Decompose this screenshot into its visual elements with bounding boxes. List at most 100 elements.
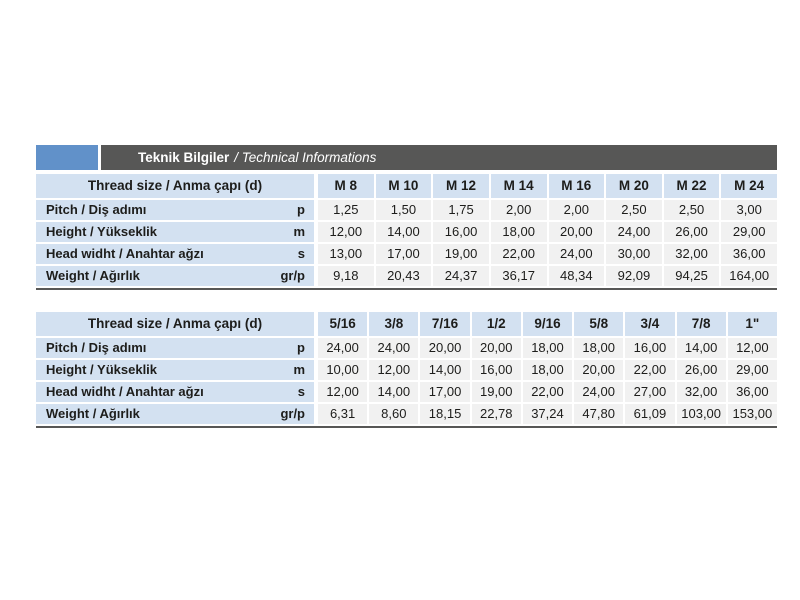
column-header-cell: 5/16 [318,312,368,336]
value-cell: 32,00 [663,244,720,264]
row-symbol: m [293,362,305,377]
value-cell: 20,00 [574,360,624,380]
value-cell: 16,00 [433,222,489,242]
column-header-cell: M 24 [721,174,777,198]
value-cell: 9,18 [318,266,374,286]
row-label: Height / Yükseklik [46,362,158,377]
value-cell: 1,25 [318,200,374,220]
imperial-thread-table: Thread size / Anma çapı (d) 5/16 3/8 7/16 1/… [36,312,777,428]
table-row: Head widht / Anahtar ağzı s 12,00 14,00 17,0… [36,382,777,402]
value-cell: 29,00 [721,222,777,242]
accent-square [36,145,98,170]
row-symbol: m [293,224,305,239]
value-cell: 103,00 [676,404,726,424]
value-cell: 12,00 [727,338,777,358]
value-cell: 18,00 [522,360,573,380]
value-cell: 16,00 [625,338,675,358]
value-cell: 18,00 [490,222,547,242]
value-cell: 13,00 [318,244,374,264]
row-label-cell: Pitch / Diş adımı p [36,338,314,358]
row-symbol: gr/p [280,406,305,421]
value-cell: 94,25 [663,266,720,286]
section-title-english: / Technical Informations [234,150,377,165]
value-cell: 2,50 [663,200,720,220]
value-cell: 16,00 [471,360,521,380]
value-cell: 27,00 [625,382,675,402]
row-label-cell: Head widht / Anahtar ağzı s [36,244,314,264]
column-header-cell: M 10 [375,174,432,198]
value-cell: 36,00 [727,382,777,402]
table-row: Pitch / Diş adımı p 1,25 1,50 1,75 2,00 2,00 2,… [36,200,777,220]
column-header-cell: M 22 [663,174,720,198]
value-cell: 20,00 [548,222,605,242]
value-cell: 12,00 [369,360,419,380]
column-header-cell: M 14 [490,174,547,198]
value-cell: 22,78 [471,404,521,424]
row-symbol: s [297,246,305,261]
row-label-cell: Head widht / Anahtar ağzı s [36,382,314,402]
value-cell: 32,00 [676,382,726,402]
column-header-cell: 7/8 [676,312,726,336]
value-cell: 24,00 [369,338,419,358]
technical-info-section: Teknik Bilgiler / Technical Informations… [36,145,777,428]
value-cell: 22,00 [490,244,547,264]
value-cell: 48,34 [548,266,605,286]
section-header: Teknik Bilgiler / Technical Informations [36,145,777,170]
value-cell: 2,00 [548,200,605,220]
value-cell: 92,09 [606,266,662,286]
column-header-cell: 1/2 [471,312,521,336]
table-row: Head widht / Anahtar ağzı s 13,00 17,00 19,0… [36,244,777,264]
row-label: Weight / Ağırlık [46,268,140,283]
row-label-cell: Height / Yükseklik m [36,222,314,242]
value-cell: 3,00 [721,200,777,220]
value-cell: 18,00 [574,338,624,358]
value-cell: 14,00 [369,382,419,402]
row-label: Weight / Ağırlık [46,406,140,421]
row-symbol: s [297,384,305,399]
value-cell: 10,00 [318,360,368,380]
table-row: Weight / Ağırlık gr/p 9,18 20,43 24,37 36,17 4… [36,266,777,286]
value-cell: 24,37 [433,266,489,286]
column-header-cell: M 12 [433,174,489,198]
value-cell: 61,09 [625,404,675,424]
table-header-row: Thread size / Anma çapı (d) 5/16 3/8 7/16 1/… [36,312,777,336]
value-cell: 1,50 [375,200,432,220]
value-cell: 37,24 [522,404,573,424]
section-title-bar: Teknik Bilgiler / Technical Informations [101,145,777,170]
value-cell: 26,00 [663,222,720,242]
row-label-cell: Height / Yükseklik m [36,360,314,380]
row-label: Pitch / Diş adımı [46,340,147,355]
row-symbol: p [297,340,305,355]
value-cell: 14,00 [676,338,726,358]
value-cell: 20,43 [375,266,432,286]
row-symbol: p [297,202,305,217]
value-cell: 29,00 [727,360,777,380]
value-cell: 36,17 [490,266,547,286]
value-cell: 6,31 [318,404,368,424]
column-header-cell: M 8 [318,174,374,198]
value-cell: 24,00 [574,382,624,402]
value-cell: 2,50 [606,200,662,220]
column-header-cell: 3/4 [625,312,675,336]
value-cell: 36,00 [721,244,777,264]
column-header-cell: M 20 [606,174,662,198]
value-cell: 20,00 [420,338,470,358]
value-cell: 20,00 [471,338,521,358]
row-label: Height / Yükseklik [46,224,158,239]
table-row: Height / Yükseklik m 10,00 12,00 14,00 16,00 1… [36,360,777,380]
value-cell: 8,60 [369,404,419,424]
value-cell: 12,00 [318,222,374,242]
row-label: Head widht / Anahtar ağzı [46,246,204,261]
column-header-cell: 9/16 [522,312,573,336]
value-cell: 164,00 [721,266,777,286]
row-label: Pitch / Diş adımı [46,202,147,217]
section-title-turkish: Teknik Bilgiler [138,150,230,165]
value-cell: 14,00 [375,222,432,242]
column-header-cell: 7/16 [420,312,470,336]
column-header-cell: 3/8 [369,312,419,336]
thread-size-header-cell: Thread size / Anma çapı (d) [36,312,314,336]
column-header-cell: 5/8 [574,312,624,336]
row-label-cell: Weight / Ağırlık gr/p [36,266,314,286]
